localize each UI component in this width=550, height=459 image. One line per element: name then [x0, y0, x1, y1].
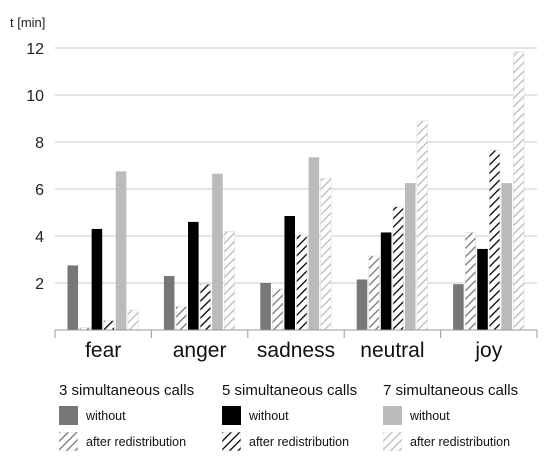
bar-sadness-after-redistribution-g1 [272, 288, 284, 331]
bar-anger-after-redistribution-g2 [199, 283, 211, 331]
legend-item-label: without [86, 408, 126, 423]
legend-item: after redistribution [383, 432, 510, 451]
bar-fear-after-redistribution-g2 [103, 320, 115, 331]
y-tick-label: 8 [35, 135, 44, 152]
legend-item-label: without [410, 408, 450, 423]
bar-anger-without-g2 [188, 221, 199, 330]
legend-swatch [222, 406, 241, 425]
y-tick-label: 4 [35, 229, 44, 246]
legend-swatch [59, 432, 78, 451]
x-tick-label: fear [85, 339, 121, 362]
bar-joy-without-g2 [477, 248, 488, 330]
x-tick-label: joy [474, 339, 502, 362]
bar-joy-without-g1 [453, 284, 464, 330]
legend-item-label: after redistribution [86, 434, 187, 449]
legend-swatch [222, 432, 241, 451]
bar-sadness-after-redistribution-g3 [320, 178, 332, 331]
legend-group: 3 simultaneous calls without after redistr… [59, 382, 195, 451]
legend-item: after redistribution [222, 432, 349, 451]
bar-fear-after-redistribution-g3 [127, 309, 139, 331]
legend-group: 7 simultaneous calls without after redistr… [383, 382, 519, 451]
legend-item: without [383, 406, 450, 425]
legend-swatch [383, 406, 402, 425]
bar-anger-without-g3 [212, 173, 223, 330]
y-tick-label: 2 [35, 276, 44, 293]
legend-group-title: 3 simultaneous calls [59, 382, 195, 399]
legend-item-label: after redistribution [249, 434, 350, 449]
bar-neutral-after-redistribution-g3 [416, 120, 428, 331]
bar-neutral-without-g3 [404, 183, 416, 330]
legend-group-title: 5 simultaneous calls [222, 382, 358, 399]
bar-sadness-after-redistribution-g2 [296, 234, 308, 331]
legend-item-label: after redistribution [410, 434, 511, 449]
y-axis-label: t [min] [10, 15, 45, 30]
bar-anger-after-redistribution-g1 [175, 306, 187, 331]
bar-anger-after-redistribution-g3 [223, 231, 236, 331]
bar-sadness-without-g1 [260, 283, 271, 330]
bar-joy-without-g3 [501, 183, 512, 330]
bar-fear-without-g1 [67, 265, 79, 330]
y-tick-label: 12 [26, 41, 44, 58]
bar-joy-after-redistribution-g2 [488, 149, 501, 331]
legend-item: without [222, 406, 289, 425]
x-tick-label: anger [173, 339, 227, 362]
legend-item: without [59, 406, 126, 425]
legend-swatch [383, 432, 402, 451]
legend-item-label: without [249, 408, 289, 423]
bar-joy-after-redistribution-g3 [513, 51, 525, 331]
legend-group-title: 7 simultaneous calls [383, 382, 519, 399]
bar-neutral-after-redistribution-g2 [392, 206, 404, 331]
bar-neutral-without-g2 [380, 232, 392, 330]
bar-neutral-without-g1 [356, 279, 368, 330]
legend-item: after redistribution [59, 432, 186, 451]
legend-group: 5 simultaneous calls without after redistr… [222, 382, 358, 451]
bar-fear-without-g3 [115, 171, 127, 330]
bar-anger-without-g1 [163, 275, 175, 330]
bar-joy-after-redistribution-g1 [464, 232, 477, 331]
bar-fear-without-g2 [91, 228, 103, 330]
bar-sadness-without-g2 [284, 216, 295, 330]
legend-swatch [59, 406, 78, 425]
x-tick-label: neutral [360, 339, 424, 362]
x-tick-label: sadness [257, 339, 335, 362]
y-tick-label: 10 [26, 88, 44, 105]
y-tick-label: 6 [35, 182, 44, 199]
bar-neutral-after-redistribution-g1 [368, 255, 380, 331]
bar-sadness-without-g3 [308, 157, 320, 330]
